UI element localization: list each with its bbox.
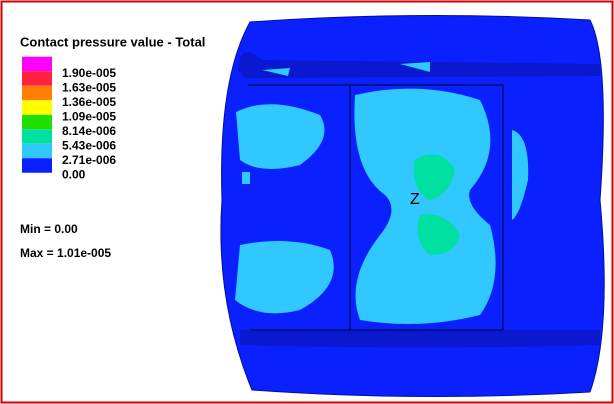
- model: [220, 14, 605, 398]
- legend-swatch: [22, 71, 52, 86]
- legend-swatch: [22, 129, 52, 144]
- legend-swatch: [22, 143, 52, 159]
- legend-label: 2.71e-006: [62, 153, 116, 167]
- legend-swatch: [22, 85, 52, 101]
- legend-swatch: [22, 100, 52, 115]
- legend-label: 1.63e-005: [62, 81, 116, 95]
- legend-label: 8.14e-006: [62, 124, 116, 138]
- legend-swatch: [22, 158, 52, 173]
- legend-label: 1.09e-005: [62, 110, 116, 124]
- legend: 1.90e-0051.63e-0051.36e-0051.09e-0058.14…: [22, 56, 116, 182]
- legend-swatch: [22, 56, 52, 72]
- legend-label: 1.90e-005: [62, 66, 116, 80]
- legend-swatch: [22, 114, 52, 130]
- max-text: Max = 1.01e-005: [20, 246, 111, 260]
- legend-label: 0.00: [62, 168, 86, 182]
- axis-label: Z: [410, 191, 420, 208]
- legend-label: 1.36e-005: [62, 95, 116, 109]
- title: Contact pressure value - Total: [20, 34, 205, 49]
- legend-label: 5.43e-006: [62, 139, 116, 153]
- min-text: Min = 0.00: [20, 222, 78, 236]
